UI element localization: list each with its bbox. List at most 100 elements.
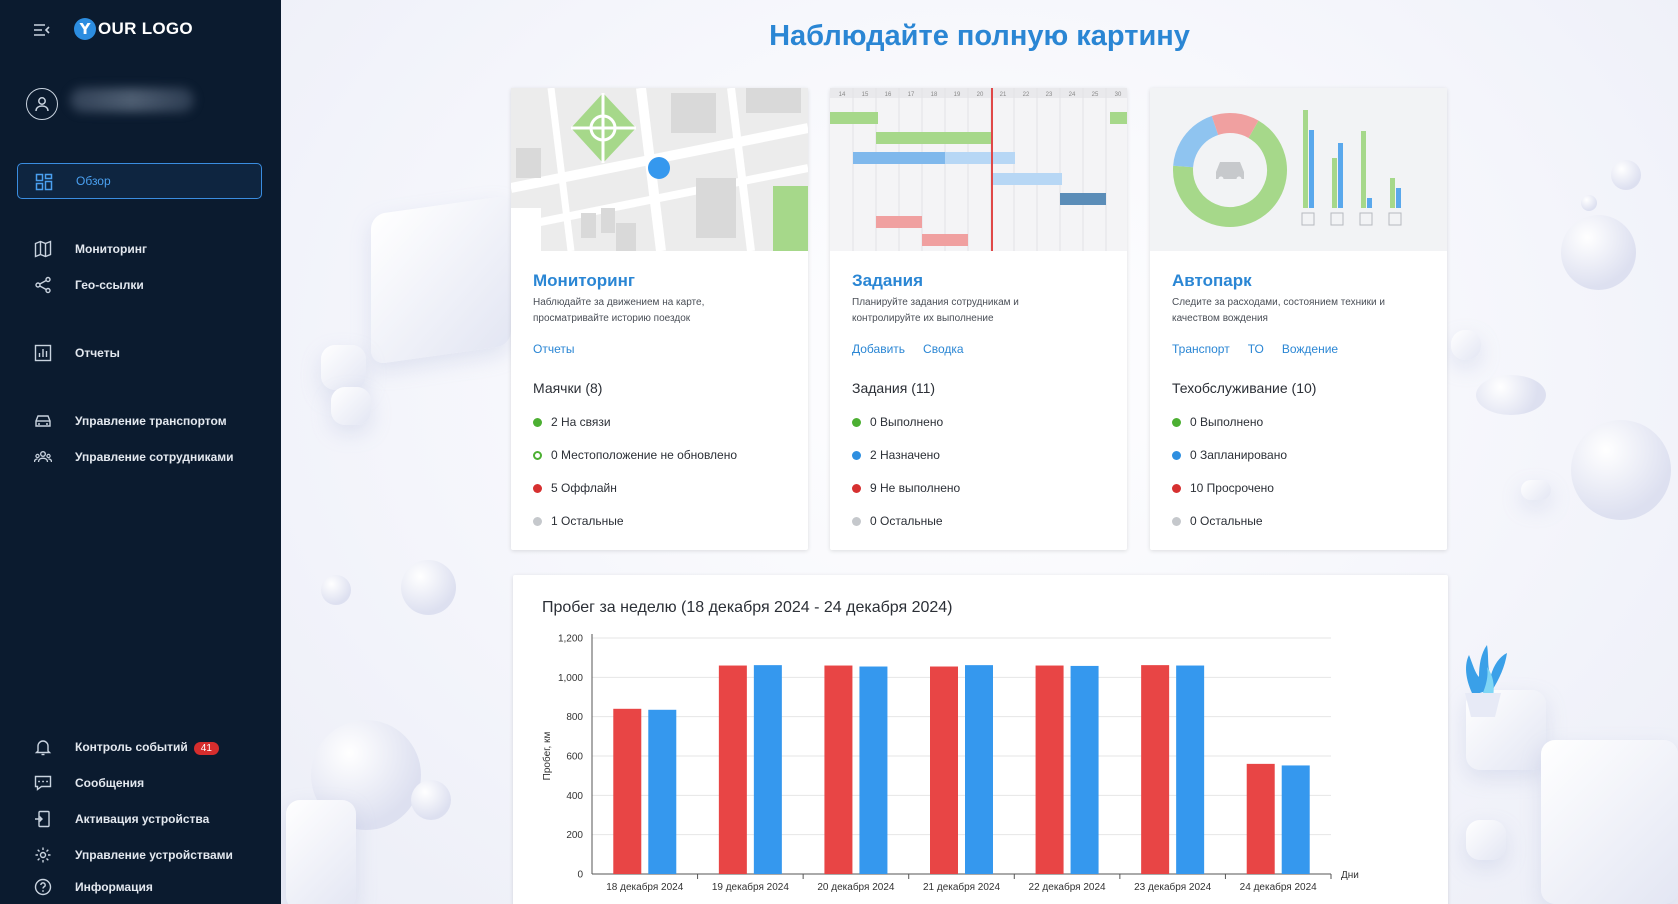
transport-link[interactable]: Транспорт	[1172, 342, 1230, 356]
sidebar-item-label: Отчеты	[75, 346, 120, 360]
sidebar-item-events[interactable]: Контроль событий 41	[17, 729, 262, 765]
stat-row[interactable]: 2 Назначено	[852, 448, 940, 462]
bar	[613, 708, 642, 874]
decor-gear	[1571, 420, 1671, 520]
decor-ball	[1561, 215, 1636, 290]
stat-row[interactable]: 2 На связи	[533, 415, 611, 429]
status-dot	[1172, 417, 1181, 427]
bar	[1176, 665, 1205, 874]
stat-row[interactable]: 0 Остальные	[852, 514, 943, 528]
gantt-day-label: 24	[1069, 92, 1076, 98]
card-title[interactable]: Мониторинг	[533, 271, 635, 290]
user-name-blurred	[70, 88, 194, 112]
card-description: Планируйте задания сотрудникам и контрол…	[852, 295, 1112, 327]
stat-label: 0 Местоположение не обновлено	[551, 448, 738, 462]
logo[interactable]: Y OUR LOGO	[74, 18, 193, 40]
maintenance-link[interactable]: ТО	[1247, 342, 1264, 356]
stat-row[interactable]: 1 Остальные	[533, 514, 624, 528]
y-tick-label: 400	[566, 791, 583, 802]
map-illustration	[511, 88, 808, 251]
user-avatar[interactable]	[26, 88, 58, 120]
x-tick-label: 23 декабря 2024	[1134, 881, 1212, 893]
report-icon	[34, 344, 52, 362]
y-axis-label: Пробег, км	[541, 732, 553, 781]
sidebar-item-reports[interactable]: Отчеты	[17, 335, 262, 371]
bar	[1246, 763, 1275, 874]
status-dot	[852, 417, 861, 427]
stat-row[interactable]: 0 Местоположение не обновлено	[533, 448, 737, 462]
gantt-day-label: 22	[1023, 92, 1030, 98]
status-dot	[533, 417, 542, 427]
bar	[1141, 665, 1170, 874]
card-title[interactable]: Задания	[852, 271, 923, 290]
main-content: Наблюдайте полную картину	[281, 0, 1678, 904]
page-title: Наблюдайте полную картину	[769, 20, 1190, 52]
stat-row[interactable]: 0 Запланировано	[1172, 448, 1287, 462]
stat-row[interactable]: 0 Остальные	[1172, 514, 1263, 528]
sidebar-item-geo-links[interactable]: Гео-ссылки	[17, 267, 262, 303]
decor-cube	[321, 345, 366, 390]
card-description: Наблюдайте за движением на карте, просма…	[533, 295, 793, 327]
gantt-illustration: 14 15 16 17 18 19 20 21 22 23 24 25 30	[830, 88, 1127, 251]
card-title[interactable]: Автопарк	[1172, 271, 1252, 290]
decor-ball	[401, 560, 456, 615]
sidebar-item-label: Обзор	[76, 174, 111, 188]
card-description-line: Следите за расходами, состоянием техники…	[1172, 297, 1386, 308]
decor-cube	[371, 195, 511, 365]
status-dot	[1172, 483, 1181, 493]
sidebar-item-info[interactable]: Информация	[17, 869, 262, 904]
sidebar-item-device-activation[interactable]: Активация устройства	[17, 801, 262, 837]
sidebar-item-devices[interactable]: Управление устройствами	[17, 837, 262, 873]
status-dot	[852, 516, 861, 526]
reports-link[interactable]: Отчеты	[533, 342, 575, 356]
decor-cube	[1451, 330, 1481, 360]
stat-row[interactable]: 0 Выполнено	[852, 415, 943, 429]
sidebar-item-label: Контроль событий	[75, 739, 188, 754]
y-tick-label: 1,200	[558, 634, 583, 645]
gantt-day-label: 16	[885, 92, 892, 98]
driving-link[interactable]: Вождение	[1281, 342, 1339, 356]
card-subtitle: Маячки (8)	[533, 380, 603, 396]
bar	[753, 665, 782, 874]
card-description-line: качеством вождения	[1172, 313, 1268, 324]
stat-row[interactable]: 9 Не выполнено	[852, 481, 960, 495]
stat-label: 0 Выполнено	[1190, 415, 1264, 429]
y-tick-label: 0	[577, 870, 583, 881]
card-links: Транспорт ТО Вождение	[1172, 342, 1338, 356]
mileage-chart-card: Пробег за неделю (18 декабря 2024 - 24 д…	[513, 575, 1448, 904]
decor-cube	[1521, 480, 1551, 500]
gantt-day-label: 30	[1115, 92, 1122, 98]
sidebar-item-transport[interactable]: Управление транспортом	[17, 403, 262, 439]
gantt-day-label: 23	[1046, 92, 1053, 98]
map-icon	[34, 240, 52, 258]
x-tick-label: 18 декабря 2024	[606, 881, 684, 893]
chart-title: Пробег за неделю (18 декабря 2024 - 24 д…	[542, 599, 953, 616]
summary-link[interactable]: Сводка	[923, 342, 964, 356]
x-tick-label: 21 декабря 2024	[923, 881, 1001, 893]
sidebar-item-label: Информация	[75, 880, 153, 894]
sidebar-item-messages[interactable]: Сообщения	[17, 765, 262, 801]
sidebar-item-monitoring[interactable]: Мониторинг	[17, 231, 262, 267]
sidebar-item-label: Управление сотрудниками	[75, 450, 234, 464]
card-description-line: просматривайте историю поездок	[533, 313, 691, 324]
status-dot	[1172, 516, 1181, 526]
sidebar-item-label: Мониторинг	[75, 242, 147, 256]
status-dot	[852, 483, 861, 493]
sidebar-item-overview[interactable]: Обзор	[17, 163, 262, 199]
decor-cube	[1466, 820, 1506, 860]
stat-label: 10 Просрочено	[1190, 481, 1274, 495]
sidebar-item-employees[interactable]: Управление сотрудниками	[17, 439, 262, 475]
card-links: Отчеты	[533, 342, 574, 356]
card-description: Следите за расходами, состоянием техники…	[1172, 295, 1432, 327]
menu-collapse-icon[interactable]	[32, 22, 52, 38]
events-count-badge: 41	[193, 741, 219, 755]
decor-ball	[1581, 195, 1597, 211]
card-description-line: Планируйте задания сотрудникам и	[852, 297, 1019, 308]
fleet-card: Автопарк Следите за расходами, состояние…	[1150, 88, 1447, 550]
stat-row[interactable]: 0 Выполнено	[1172, 415, 1263, 429]
stat-row[interactable]: 5 Оффлайн	[533, 481, 617, 495]
add-task-link[interactable]: Добавить	[852, 342, 906, 356]
sidebar-item-label: Управление транспортом	[75, 414, 227, 428]
stat-row[interactable]: 10 Просрочено	[1172, 481, 1274, 495]
bar	[648, 709, 677, 874]
